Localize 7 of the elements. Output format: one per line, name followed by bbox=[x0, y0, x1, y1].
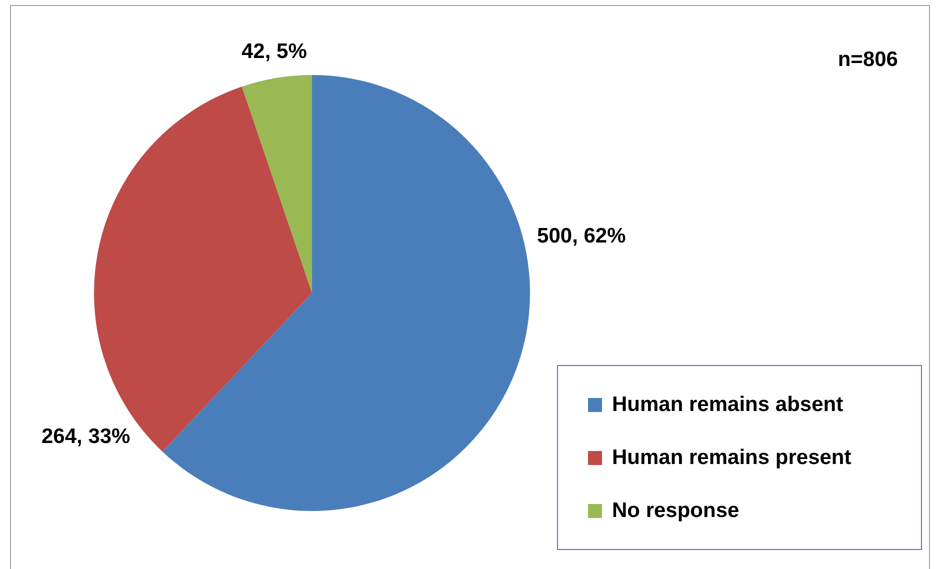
legend-label: Human remains absent bbox=[612, 392, 844, 416]
data-label: 500, 62% bbox=[537, 224, 626, 248]
text: n=806 bbox=[838, 48, 898, 72]
legend-label: Human remains present bbox=[612, 446, 852, 470]
data-label: 264, 33% bbox=[41, 424, 131, 448]
legend-label: No response bbox=[612, 498, 740, 522]
data-label: 42, 5% bbox=[241, 40, 308, 63]
